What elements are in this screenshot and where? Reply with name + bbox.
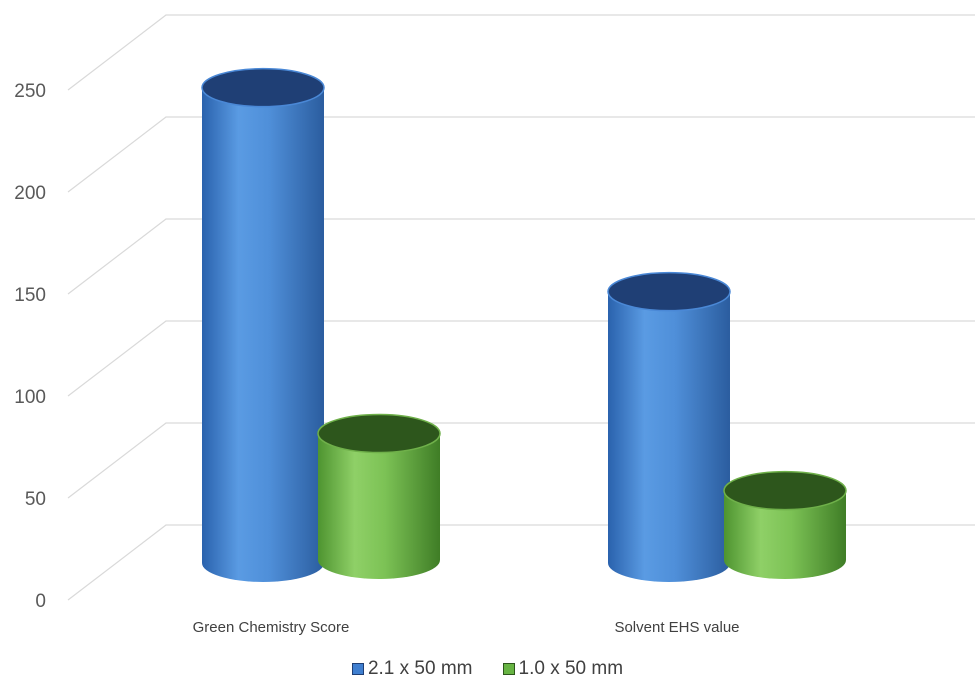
bar-body [724, 490, 846, 579]
x-category-label: Solvent EHS value [614, 619, 739, 636]
legend-item: 2.1 x 50 mm [351, 658, 473, 680]
legend: 2.1 x 50 mm 1.0 x 50 mm [0, 658, 975, 680]
legend-swatch [351, 663, 364, 675]
y-tick-label: 0 [35, 591, 46, 612]
legend-swatch [502, 663, 515, 675]
bars [201, 67, 847, 583]
y-axis-ticks: 0 50 100 150 200 250 [14, 81, 46, 612]
bar-series1 [607, 271, 731, 582]
legend-item: 1.0 x 50 mm [502, 658, 624, 680]
bar-series1 [201, 67, 325, 583]
y-tick-label: 100 [14, 387, 46, 408]
bar-series2 [723, 470, 847, 579]
gridline [67, 116, 975, 193]
y-tick-label: 250 [14, 81, 46, 102]
bar-body [608, 291, 730, 582]
bar-top [723, 470, 847, 511]
gridline [67, 14, 975, 91]
bar-top [317, 413, 441, 454]
bar-top [607, 271, 731, 312]
x-axis-categories: Green Chemistry Score Solvent EHS value [193, 619, 740, 636]
bar-body [202, 87, 324, 583]
y-tick-label: 150 [14, 285, 46, 306]
bar-body [318, 433, 440, 579]
gridline [67, 218, 975, 295]
legend-label: 2.1 x 50 mm [367, 658, 473, 679]
y-tick-label: 200 [14, 183, 46, 204]
bar-series2 [317, 413, 441, 579]
bar-top [201, 67, 325, 108]
legend-label: 1.0 x 50 mm [518, 658, 624, 679]
x-category-label: Green Chemistry Score [193, 619, 350, 636]
y-tick-label: 50 [25, 489, 46, 510]
chart-svg: 0 50 100 150 200 250 Green Chemistry Score Sol… [14, 14, 975, 636]
